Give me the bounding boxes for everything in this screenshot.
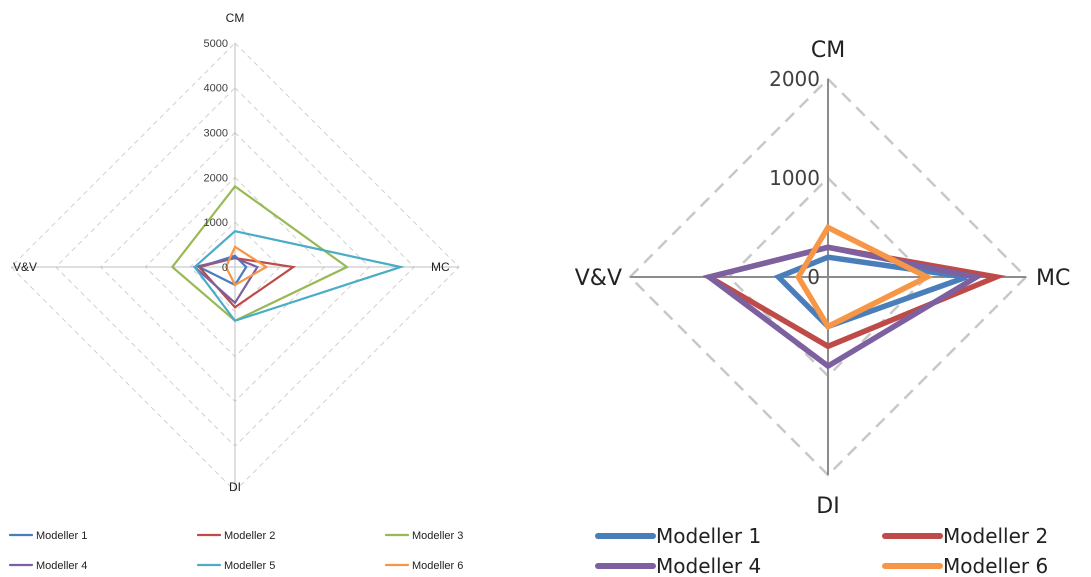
tick-label: 0 [807, 265, 820, 289]
tick-label: 5000 [204, 38, 228, 50]
legend-label: Modeller 4 [656, 554, 761, 577]
tick-label: 1000 [204, 217, 228, 229]
tick-label: 2000 [204, 172, 228, 184]
legend-label: Modeller 4 [36, 560, 87, 572]
tick-label: 0 [222, 262, 228, 274]
legend-label: Modeller 3 [412, 530, 463, 542]
axis-label: MC [1036, 266, 1070, 291]
axis-label: CM [811, 38, 845, 63]
legend-label: Modeller 2 [224, 530, 275, 542]
legend-label: Modeller 1 [36, 530, 87, 542]
axis-label: V&V [575, 266, 622, 291]
legend-label: Modeller 2 [943, 524, 1048, 548]
axis-label: CM [226, 11, 245, 25]
legend-label: Modeller 5 [224, 560, 275, 572]
series-line-modeller-3 [170, 184, 350, 323]
legend: Modeller 1 Modeller 2 Modeller 3 Modeller 4… [8, 530, 463, 572]
series-line-modeller-5 [193, 229, 405, 323]
legend-label: Modeller 6 [412, 560, 463, 572]
radar-chart-1: 0 1000 2000 3000 4000 5000 CM MC DI V&V Modeller 1… [8, 11, 463, 572]
series-line-modeller-4 [702, 244, 985, 370]
axis-label: MC [431, 260, 450, 274]
legend-label: Modeller 6 [943, 554, 1048, 577]
series-line-modeller-6 [224, 245, 269, 287]
axis-label: DI [229, 480, 241, 494]
series-line-modeller-6 [795, 223, 934, 331]
tick-label: 2000 [769, 67, 820, 91]
tick-label: 1000 [769, 166, 820, 190]
tick-label: 3000 [204, 127, 228, 139]
tick-label: 4000 [204, 83, 228, 95]
axis-label: V&V [13, 260, 37, 274]
legend-label: Modeller 1 [656, 524, 761, 548]
legend: Modeller 1 Modeller 2 Modeller 4 Modeller 6 [595, 524, 1048, 577]
series-line-modeller-4 [192, 256, 260, 305]
axis-label: DI [816, 494, 839, 519]
